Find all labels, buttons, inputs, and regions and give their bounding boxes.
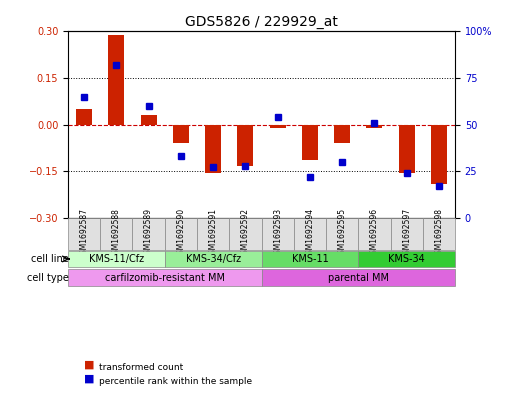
Text: GSM1692588: GSM1692588 [112,208,121,259]
FancyBboxPatch shape [68,269,262,286]
FancyBboxPatch shape [423,218,455,250]
FancyBboxPatch shape [358,218,391,250]
FancyBboxPatch shape [326,218,358,250]
FancyBboxPatch shape [165,251,262,267]
Bar [76,109,92,125]
Text: GSM1692594: GSM1692594 [305,208,314,259]
Bar [141,115,157,125]
FancyBboxPatch shape [358,251,455,267]
FancyBboxPatch shape [165,218,197,250]
FancyBboxPatch shape [229,218,262,250]
Text: KMS-34: KMS-34 [388,254,425,264]
Bar [334,125,350,143]
FancyBboxPatch shape [68,251,165,267]
FancyBboxPatch shape [391,218,423,250]
Text: parental MM: parental MM [328,273,389,283]
FancyBboxPatch shape [262,251,358,267]
FancyBboxPatch shape [100,218,132,250]
Text: GSM1692591: GSM1692591 [209,208,218,259]
Text: cell type: cell type [27,273,69,283]
Bar [302,125,318,160]
Text: percentile rank within the sample: percentile rank within the sample [99,377,253,386]
Bar [366,125,382,128]
FancyBboxPatch shape [197,218,229,250]
Text: GSM1692589: GSM1692589 [144,208,153,259]
Bar [237,125,254,167]
Bar [173,125,189,143]
Text: KMS-11/Cfz: KMS-11/Cfz [89,254,144,264]
Bar [269,125,286,128]
Text: GSM1692590: GSM1692590 [176,208,185,259]
Bar [108,35,124,125]
Text: GSM1692592: GSM1692592 [241,208,250,259]
FancyBboxPatch shape [262,218,294,250]
Text: ■: ■ [84,360,94,369]
Text: cell line: cell line [31,254,69,264]
Text: ■: ■ [84,373,94,383]
Text: KMS-34/Cfz: KMS-34/Cfz [186,254,241,264]
Text: carfilzomib-resistant MM: carfilzomib-resistant MM [105,273,225,283]
Text: GSM1692596: GSM1692596 [370,208,379,259]
FancyBboxPatch shape [132,218,165,250]
FancyBboxPatch shape [294,218,326,250]
Bar [431,125,447,184]
Bar [205,125,221,173]
Text: transformed count: transformed count [99,363,184,372]
Text: GSM1692593: GSM1692593 [273,208,282,259]
FancyBboxPatch shape [68,218,100,250]
FancyBboxPatch shape [262,269,455,286]
Title: GDS5826 / 229929_at: GDS5826 / 229929_at [185,15,338,29]
Text: GSM1692598: GSM1692598 [435,208,444,259]
Text: GSM1692595: GSM1692595 [338,208,347,259]
Bar [399,125,415,173]
Text: GSM1692587: GSM1692587 [79,208,88,259]
Text: GSM1692597: GSM1692597 [402,208,411,259]
Text: KMS-11: KMS-11 [291,254,328,264]
